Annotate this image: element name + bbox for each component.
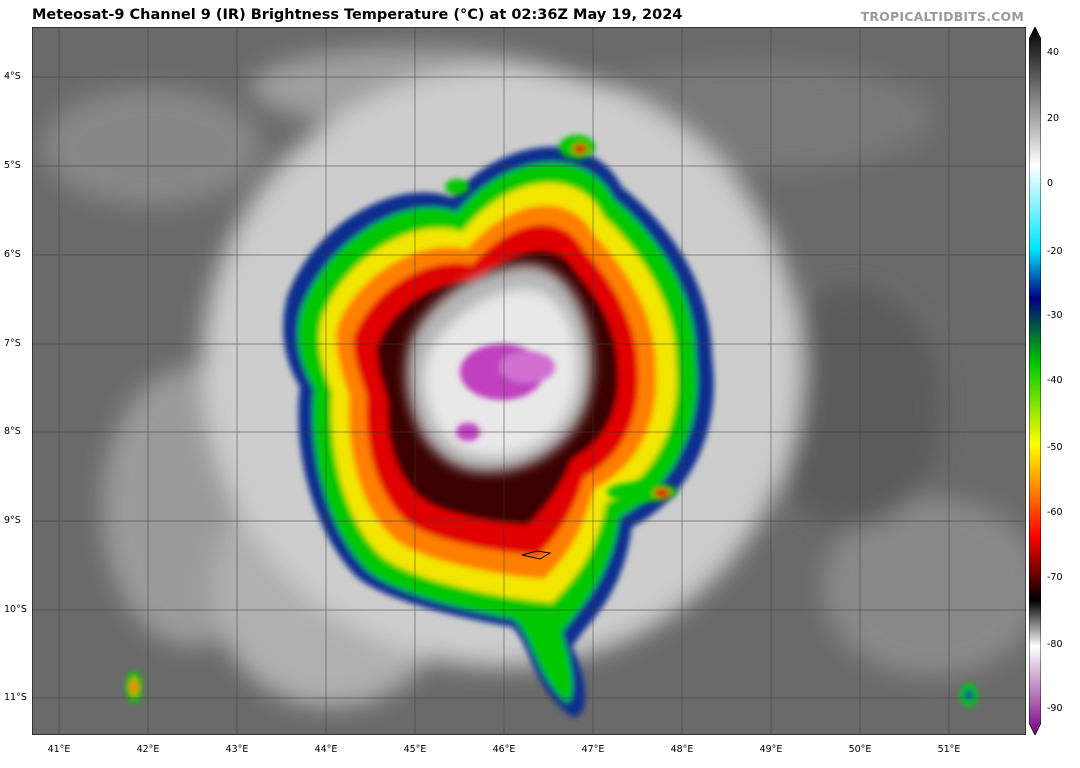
- colorbar-tick: -80: [1047, 639, 1063, 650]
- lon-label: 46°E: [492, 744, 516, 755]
- colorbar-tick: -30: [1047, 310, 1063, 321]
- colorbar-tick: 0: [1047, 178, 1054, 189]
- lon-label: 42°E: [136, 744, 160, 755]
- lon-label: 49°E: [759, 744, 783, 755]
- colorbar-tick: -60: [1047, 507, 1063, 518]
- lat-label: 8°S: [4, 426, 21, 437]
- lon-label: 43°E: [225, 744, 249, 755]
- colorbar: [1029, 27, 1041, 735]
- lon-label: 51°E: [937, 744, 961, 755]
- satellite-image: [32, 27, 1026, 735]
- lat-label: 9°S: [4, 515, 21, 526]
- lon-label: 44°E: [314, 744, 338, 755]
- colorbar-tick: -90: [1047, 703, 1063, 714]
- lon-label: 41°E: [47, 744, 71, 755]
- lon-label: 50°E: [848, 744, 872, 755]
- brand-watermark: TROPICALTIDBITS.COM: [860, 9, 1024, 24]
- colorbar-tick: -40: [1047, 375, 1063, 386]
- lon-label: 47°E: [581, 744, 605, 755]
- colorbar-tick: 40: [1047, 47, 1060, 58]
- colorbar-tick: -50: [1047, 442, 1063, 453]
- island-outline: [521, 550, 552, 560]
- map-title: Meteosat-9 Channel 9 (IR) Brightness Tem…: [32, 7, 683, 23]
- colorbar-tick: -20: [1047, 246, 1063, 257]
- lon-label: 48°E: [670, 744, 694, 755]
- colorbar-tick: -70: [1047, 572, 1063, 583]
- lon-label: 45°E: [403, 744, 427, 755]
- graticule: [32, 27, 1026, 735]
- lat-label: 6°S: [4, 249, 21, 260]
- colorbar-tick: 20: [1047, 113, 1060, 124]
- lat-label: 5°S: [4, 160, 21, 171]
- lat-label: 7°S: [4, 338, 21, 349]
- lat-label: 11°S: [4, 692, 27, 703]
- lat-label: 4°S: [4, 71, 21, 82]
- satellite-svg: [32, 27, 1026, 735]
- lat-label: 10°S: [4, 604, 27, 615]
